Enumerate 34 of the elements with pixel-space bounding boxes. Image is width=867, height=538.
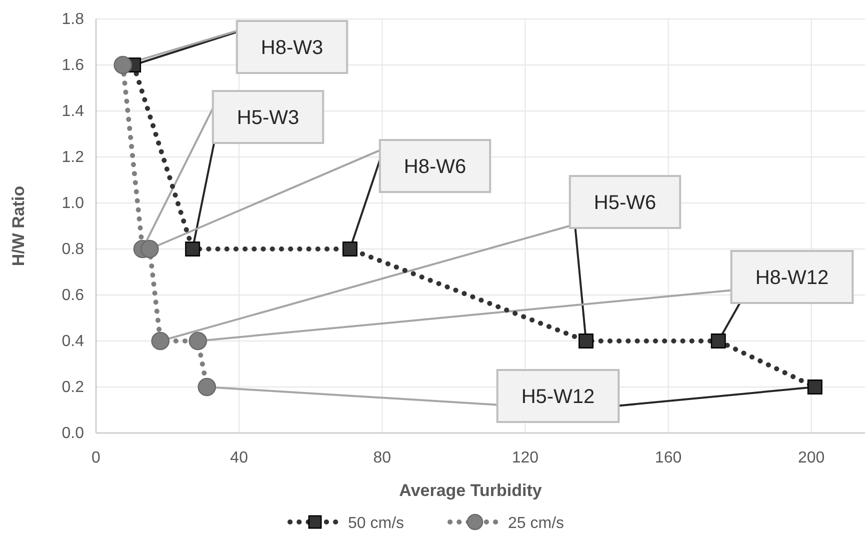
annotation: H5-W3 [236, 107, 300, 129]
annotation: H5-W6 [594, 192, 656, 214]
y-tick-label: 1.2 [62, 149, 84, 166]
y-tick-label: 1.4 [62, 103, 84, 120]
y-tick-label: 0.8 [62, 241, 84, 258]
y-tick-label: 0.2 [62, 379, 84, 396]
y-tick-label: 1.8 [62, 11, 84, 28]
annotation: H8-W6 [404, 156, 466, 178]
y-tick-label: 1.6 [62, 57, 84, 74]
annotation: H5-W12 [521, 386, 595, 408]
x-tick-label: 160 [654, 449, 682, 466]
y-tick-label: 0.6 [62, 287, 84, 304]
x-tick-label: 80 [373, 449, 392, 466]
legend-label: 50 cm/s [348, 515, 404, 532]
y-tick-label: 0.4 [62, 333, 84, 350]
y-axis-title: H/W Ratio [9, 186, 28, 266]
point [188, 332, 208, 350]
x-tick-label: 200 [798, 449, 825, 466]
annotation: H8-W3 [260, 37, 324, 59]
point [198, 378, 216, 396]
legend-label: 25 cm/s [508, 515, 564, 532]
annotation: H8-W12 [755, 267, 829, 289]
point [807, 380, 822, 394]
point [114, 56, 132, 74]
point [710, 334, 726, 348]
point [151, 332, 170, 350]
x-tick-label: 0 [92, 449, 101, 466]
point [578, 334, 594, 348]
x-tick-label: 120 [512, 449, 539, 466]
y-tick-label: 1.0 [62, 195, 84, 212]
x-tick-label: 40 [230, 449, 248, 466]
x-axis-title: Average Turbidity [399, 481, 542, 500]
point [342, 242, 358, 256]
y-tick-label: 0.0 [62, 425, 84, 442]
